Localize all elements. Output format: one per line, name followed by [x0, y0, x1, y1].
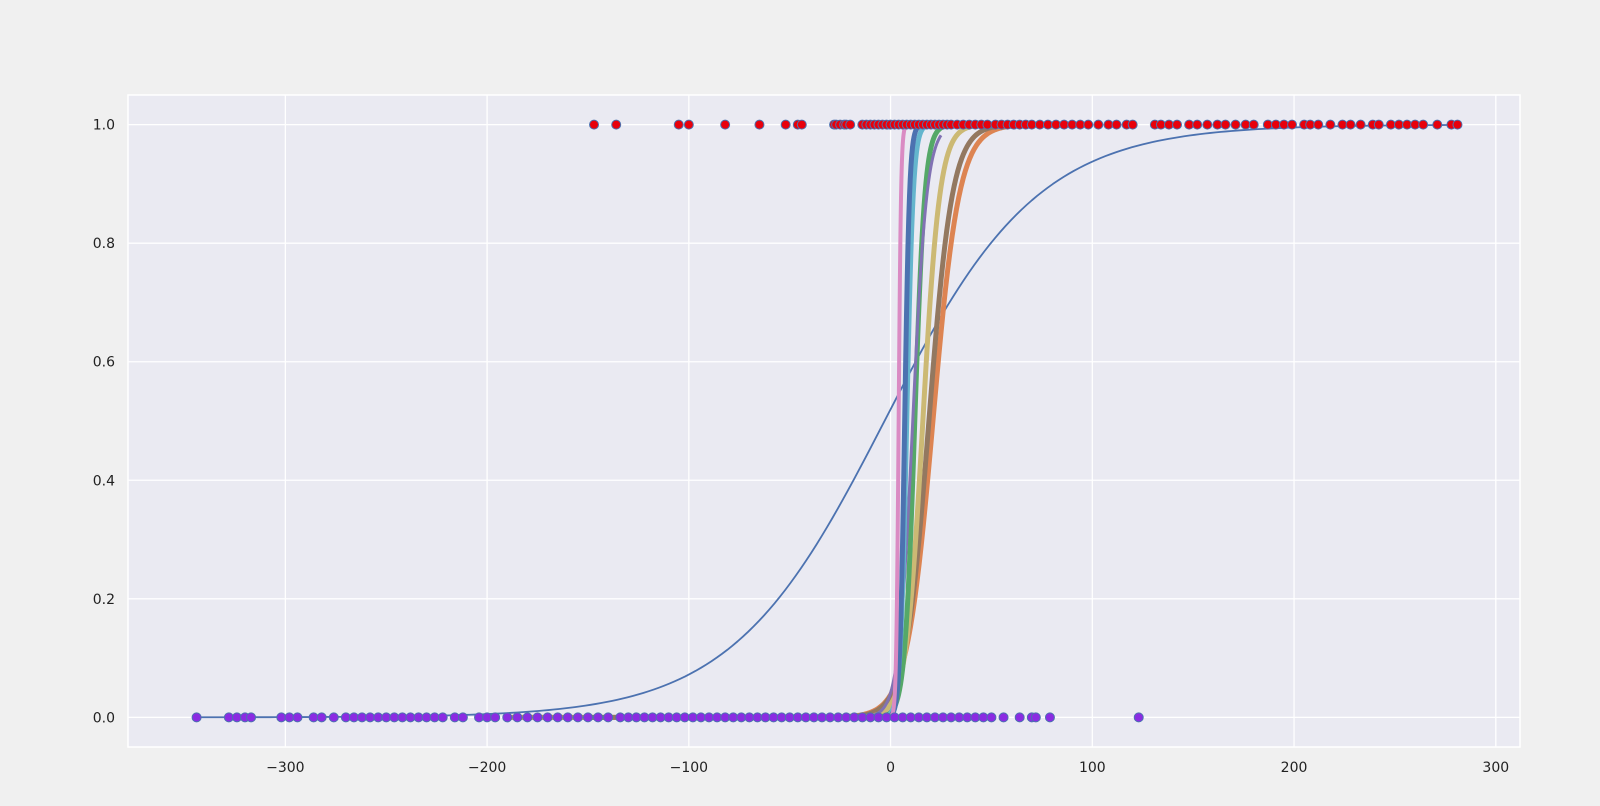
data-point-class-0	[457, 712, 468, 723]
y-axis-ticks: 0.0 0.2 0.4 0.6 0.8 1.0	[93, 118, 115, 727]
data-point-class-0	[998, 712, 1009, 723]
data-point-class-1	[1093, 119, 1104, 130]
x-tick-label: −100	[670, 760, 708, 776]
data-point-class-0	[572, 712, 583, 723]
data-point-class-0	[562, 712, 573, 723]
data-point-class-1	[1345, 119, 1356, 130]
data-point-class-1	[589, 119, 600, 130]
data-point-class-1	[1202, 119, 1213, 130]
data-point-class-1	[754, 119, 765, 130]
data-point-class-0	[316, 712, 327, 723]
data-point-class-0	[1133, 712, 1144, 723]
data-point-class-1	[1127, 119, 1138, 130]
y-tick-label: 0.6	[93, 355, 115, 371]
plot-area	[127, 94, 1521, 748]
data-point-class-1	[1313, 119, 1324, 130]
data-point-class-1	[1083, 119, 1094, 130]
data-point-class-1	[1172, 119, 1183, 130]
x-tick-label: −200	[468, 760, 506, 776]
data-point-class-0	[986, 712, 997, 723]
data-point-class-1	[1220, 119, 1231, 130]
data-point-class-0	[328, 712, 339, 723]
data-point-class-0	[552, 712, 563, 723]
data-point-class-1	[1111, 119, 1122, 130]
data-point-class-1	[1230, 119, 1241, 130]
y-tick-label: 0.2	[93, 592, 115, 608]
data-point-class-1	[673, 119, 684, 130]
data-point-class-0	[437, 712, 448, 723]
data-point-class-0	[490, 712, 501, 723]
data-point-class-0	[512, 712, 523, 723]
data-point-class-1	[1418, 119, 1429, 130]
data-point-class-1	[796, 119, 807, 130]
data-point-class-1	[1248, 119, 1259, 130]
data-point-class-1	[1373, 119, 1384, 130]
point-layer	[191, 119, 1463, 723]
data-point-class-1	[1452, 119, 1463, 130]
y-tick-label: 0.8	[93, 236, 115, 252]
data-point-class-0	[1044, 712, 1055, 723]
data-point-class-0	[191, 712, 202, 723]
data-point-class-0	[593, 712, 604, 723]
data-point-class-1	[1432, 119, 1443, 130]
y-tick-label: 0.4	[93, 473, 115, 489]
data-point-class-1	[1192, 119, 1203, 130]
data-point-class-1	[1355, 119, 1366, 130]
data-point-class-1	[1325, 119, 1336, 130]
x-tick-label: 0	[886, 760, 895, 776]
data-point-class-1	[683, 119, 694, 130]
data-point-class-0	[542, 712, 553, 723]
data-point-class-0	[532, 712, 543, 723]
x-axis-ticks: −300 −200 −100 0 100 200 300	[266, 760, 1509, 776]
data-point-class-0	[603, 712, 614, 723]
data-point-class-1	[611, 119, 622, 130]
y-tick-label: 0.0	[93, 710, 115, 726]
data-point-class-1	[845, 119, 856, 130]
y-tick-label: 1.0	[93, 118, 115, 134]
data-point-class-1	[1287, 119, 1298, 130]
data-point-class-0	[1030, 712, 1041, 723]
x-tick-label: 200	[1281, 760, 1308, 776]
data-point-class-0	[522, 712, 533, 723]
x-tick-label: 100	[1079, 760, 1106, 776]
data-point-class-1	[720, 119, 731, 130]
x-tick-label: −300	[266, 760, 304, 776]
x-tick-label: 300	[1482, 760, 1509, 776]
data-point-class-1	[780, 119, 791, 130]
data-point-class-0	[1014, 712, 1025, 723]
data-point-class-0	[246, 712, 257, 723]
data-point-class-0	[582, 712, 593, 723]
data-point-class-0	[502, 712, 513, 723]
data-point-class-0	[292, 712, 303, 723]
